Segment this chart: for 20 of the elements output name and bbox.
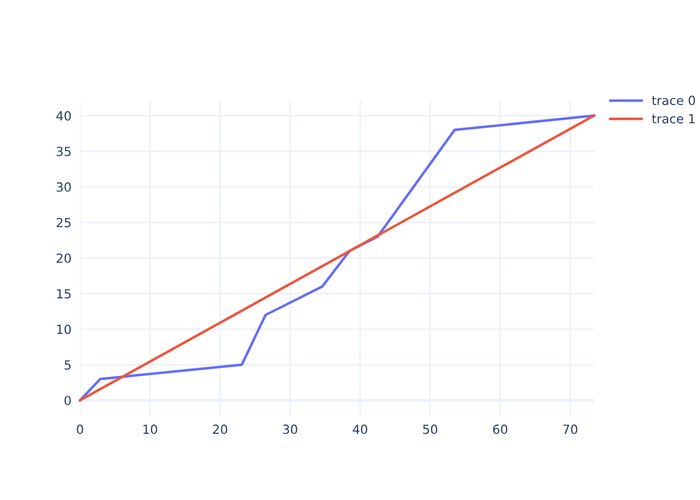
legend-label: trace 0 bbox=[652, 96, 695, 106]
y-tick-label: 20 bbox=[56, 253, 71, 263]
x-tick-label: 60 bbox=[493, 424, 508, 434]
x-tick-label: 20 bbox=[213, 424, 228, 434]
x-tick-label: 70 bbox=[563, 424, 578, 434]
y-tick-label: 0 bbox=[64, 396, 71, 406]
x-tick-label: 0 bbox=[76, 424, 84, 434]
legend-label: trace 1 bbox=[652, 114, 695, 124]
x-tick-label: 50 bbox=[423, 424, 438, 434]
x-tick-label: 40 bbox=[352, 424, 368, 434]
y-tick-label: 35 bbox=[56, 146, 71, 156]
y-tick-label: 40 bbox=[56, 111, 71, 121]
y-tick-label: 30 bbox=[56, 182, 71, 192]
y-tick-label: 5 bbox=[64, 360, 71, 370]
x-tick-label: 30 bbox=[283, 424, 298, 434]
y-tick-label: 15 bbox=[57, 289, 71, 299]
x-tick-label: 10 bbox=[143, 424, 158, 434]
y-tick-label: 25 bbox=[56, 218, 71, 228]
y-tick-label: 10 bbox=[57, 324, 71, 334]
line-series bbox=[78, 114, 596, 402]
